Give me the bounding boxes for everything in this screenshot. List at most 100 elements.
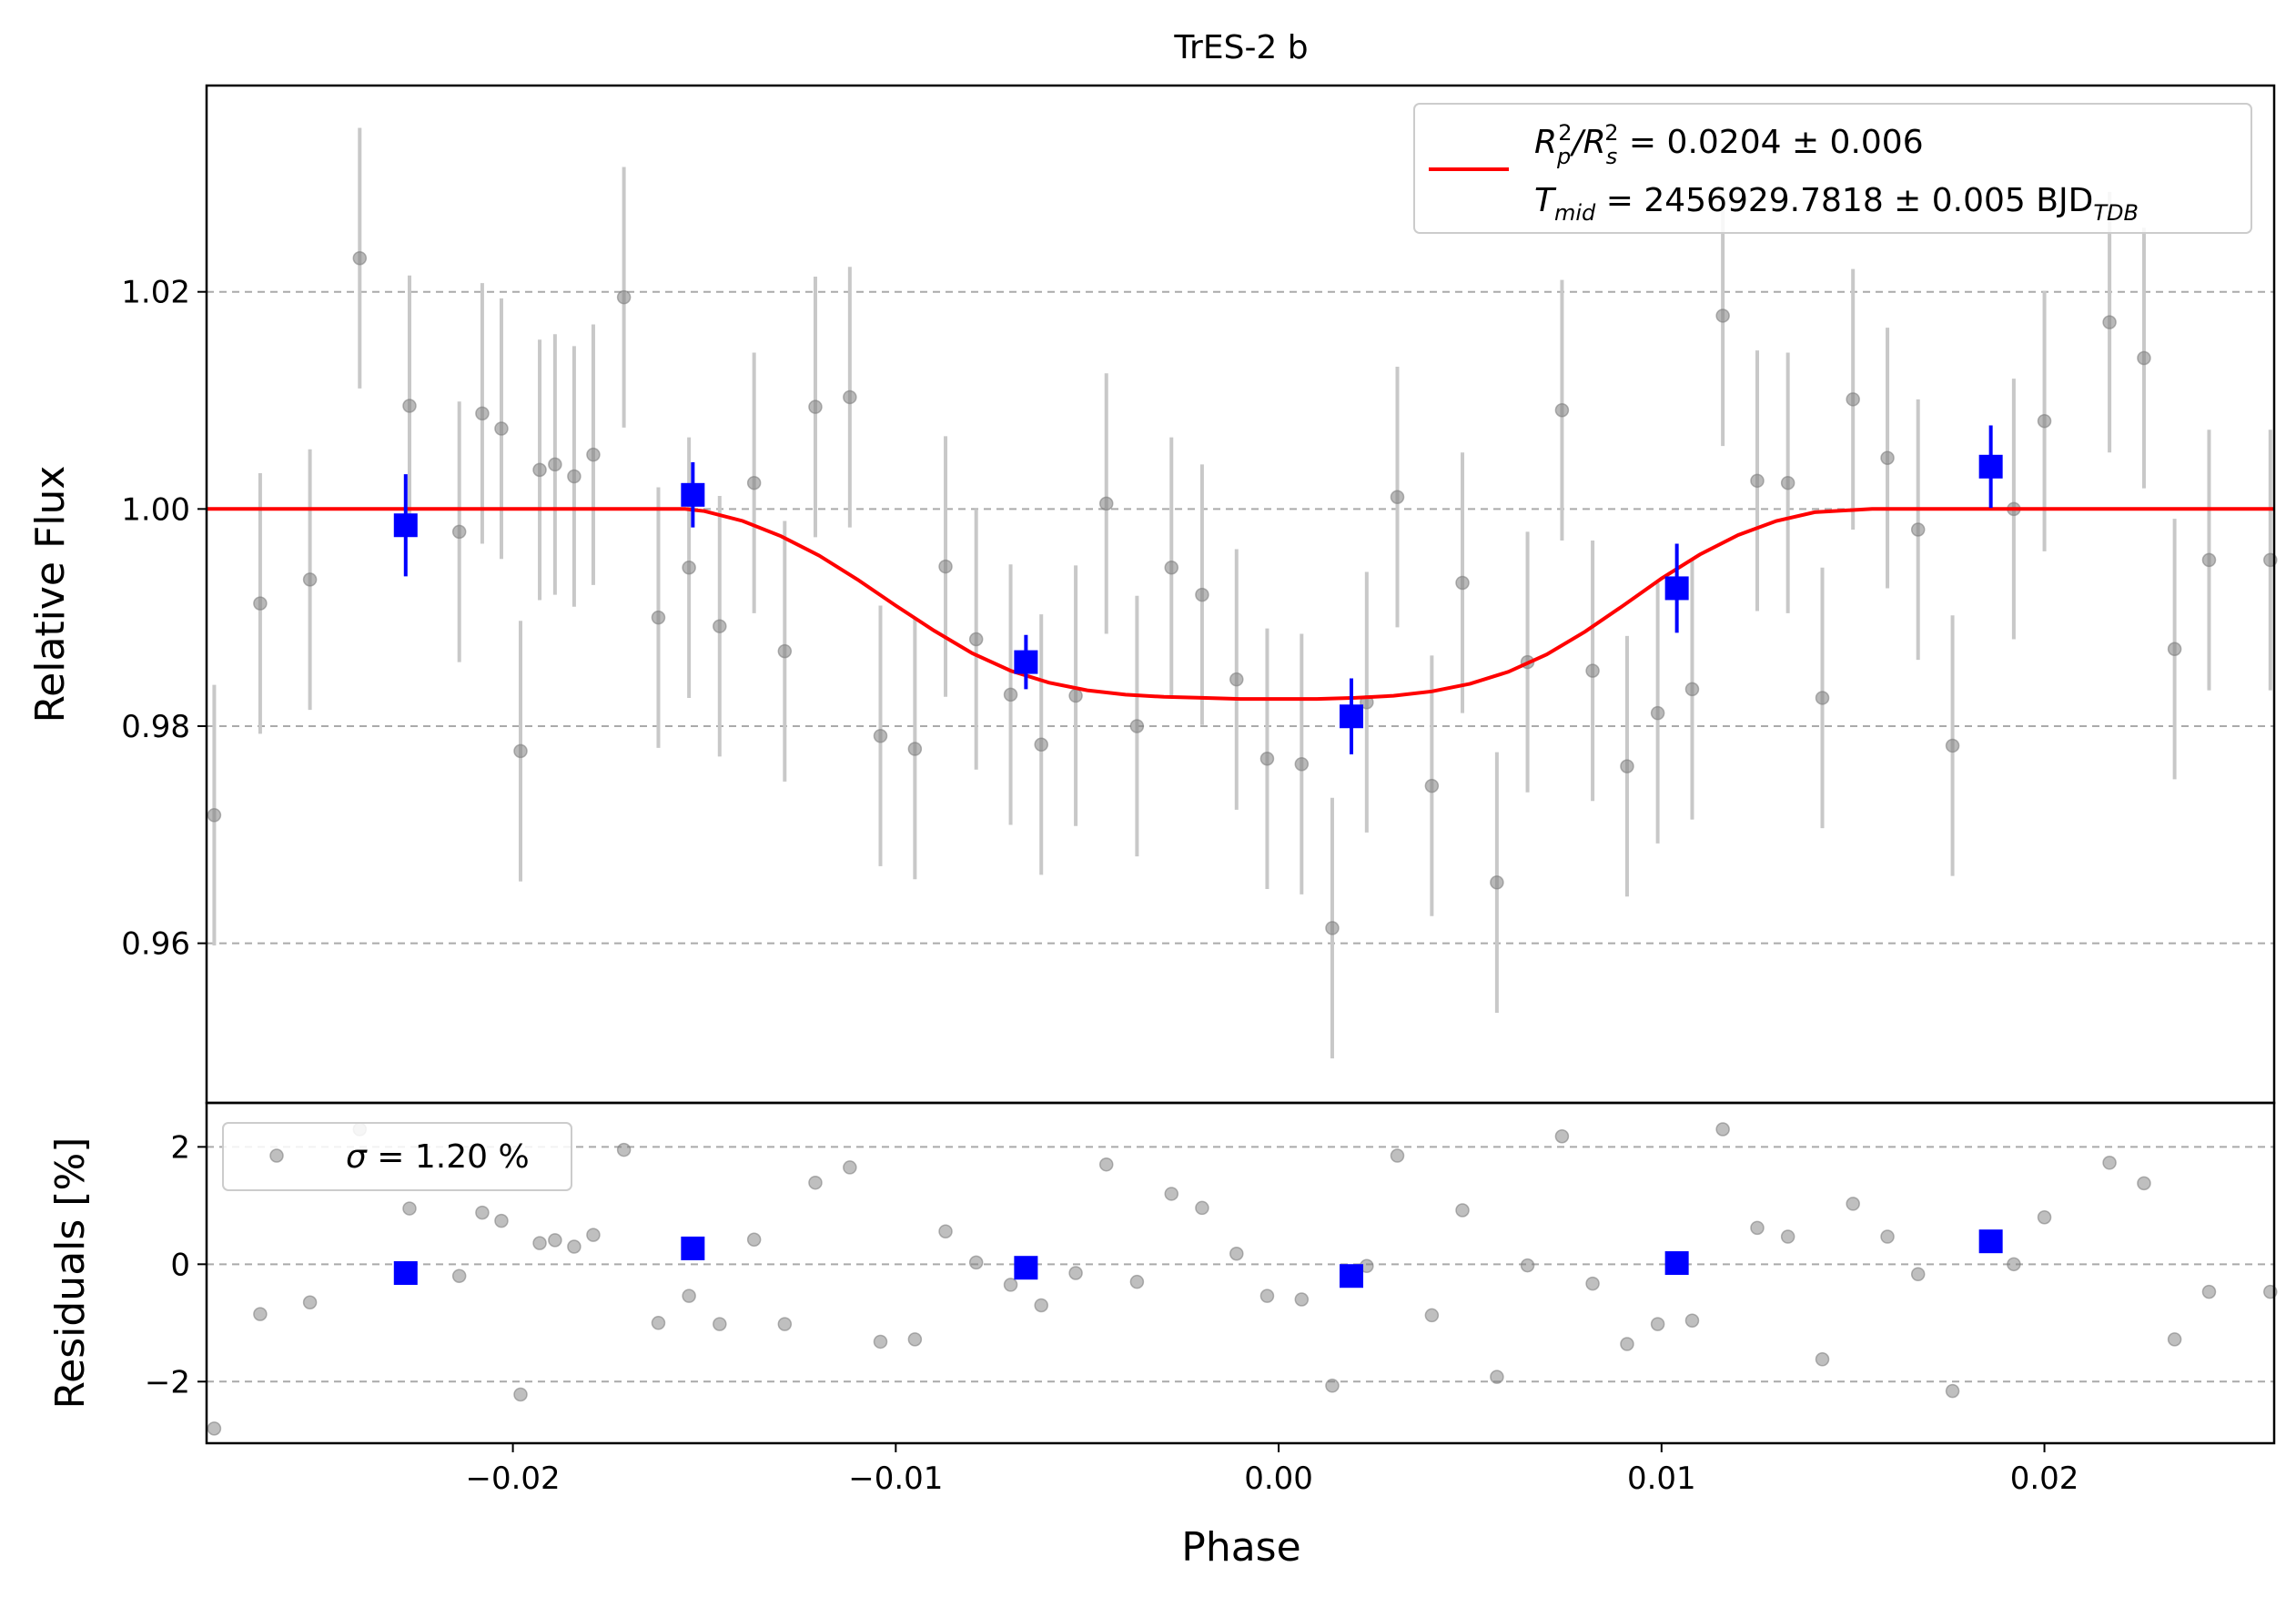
residual-data-point [586,1228,601,1242]
flux-data-point [1780,475,1795,490]
phase-x-tick-label: 0.00 [1244,1460,1313,1497]
residual-data-point [207,1421,222,1436]
residual-data-point [873,1334,888,1349]
flux-binned-point [1664,576,1689,601]
rs-subscript: s [1606,144,1618,169]
residual-data-point [1880,1229,1895,1244]
residual-data-point [1003,1278,1018,1292]
residual-data-point [1650,1317,1665,1331]
residual-data-point [1294,1292,1310,1307]
residual-data-point [1945,1383,1960,1399]
residual-data-point [1098,1157,1114,1172]
flux-data-point [1034,737,1048,753]
residual-data-point [532,1236,547,1250]
flux-data-point [1195,587,1209,602]
tdb-subscript: TDB [2093,200,2139,226]
flux-y-axis-label: Relative Flux [27,466,74,723]
residual-data-point [843,1160,857,1175]
flux-data-point [968,632,984,647]
phase-x-tick-label: −0.02 [465,1460,560,1497]
flux-data-point [1259,752,1275,766]
residuals-y-tick-label: 2 [170,1129,190,1166]
flux-panel: 0.960.981.001.02 Relative Flux Rp2/Rs2 =… [27,84,2278,1105]
flux-data-point [2201,552,2217,568]
flux-legend: Rp2/Rs2 = 0.0204 ± 0.006 Tmid = 2456929.… [1413,103,2252,234]
flux-data-point [352,250,368,266]
flux-y-tick-label: 0.98 [121,709,190,745]
flux-data-point [682,561,696,575]
residuals-legend-box [222,1122,572,1191]
flux-data-point [873,728,888,743]
rp-superscript: 2 [1558,120,1572,146]
flux-binned-points [393,425,2003,754]
residual-data-point [1424,1308,1440,1323]
flux-data-point [713,619,727,633]
flux-data-point [1880,450,1895,466]
flux-data-point [1325,921,1340,935]
flux-y-tick-label: 1.00 [121,491,190,528]
residual-data-point [1715,1122,1730,1137]
residual-binned-point [1014,1256,1038,1280]
flux-data-point [1390,490,1405,504]
flux-data-point [1846,392,1860,407]
flux-binned-point [681,482,705,507]
residual-data-point [1554,1129,1570,1144]
residual-data-point [1129,1274,1145,1289]
residual-data-point [777,1317,793,1331]
residual-data-point [2167,1332,2182,1347]
residual-data-point [938,1224,953,1238]
flux-data-point [1098,496,1114,511]
flux-data-point [1620,759,1634,773]
residual-data-point [513,1387,528,1402]
t-subscript: mid [1554,200,1596,226]
flux-y-tick-label: 1.02 [121,275,190,311]
flux-data-point [808,399,823,414]
flux-y-tick-label: 0.96 [121,926,190,963]
flux-data-point [1815,691,1830,705]
residuals-y-axis-label: Residuals [%] [47,1137,94,1410]
residual-data-point [475,1205,490,1220]
residual-data-point [1195,1200,1209,1216]
phase-x-tick-label: 0.01 [1627,1460,1696,1497]
flux-y-ticks: 0.96 0.98 1.00 1.02 [121,275,207,963]
transit-model-line [207,507,2274,702]
residuals-y-tick-label: −2 [145,1364,190,1400]
residual-data-point [1259,1289,1275,1303]
flux-data-point [907,742,923,756]
residuals-legend: σ = 1.20 % [222,1122,572,1191]
flux-data-point [938,559,953,574]
residuals-data-points [207,1122,2278,1436]
residual-data-point [1490,1369,1504,1384]
flux-binned-point [1014,650,1038,674]
residual-data-point [302,1295,318,1309]
flux-data-point [2102,315,2117,329]
rp-symbol: R [1534,124,1557,161]
flux-data-point [302,572,318,587]
residual-data-point [1846,1197,1860,1211]
flux-data-point [1945,738,1960,753]
rp-rs-value: = 0.0204 ± 0.006 [1618,124,1923,161]
flux-data-point [1585,663,1600,678]
flux-data-point [2037,413,2052,429]
tmid-value: = 2456929.7818 ± 0.005 BJD [1595,182,2093,219]
residual-data-point [1585,1276,1600,1291]
residuals-panel: −2 0 2 −0.02 −0.01 0.00 0.01 0.02 Residuals [%… [47,1101,2278,1571]
residual-data-point [1684,1313,1700,1328]
residual-binned-point [1978,1229,2003,1254]
residual-data-point [968,1255,984,1270]
residual-data-point [713,1317,727,1331]
residual-data-point [1229,1246,1244,1261]
flux-data-point [843,389,857,405]
residual-data-point [651,1316,666,1330]
flux-data-point [1294,756,1310,772]
sigma-value: = 1.20 % [367,1138,530,1176]
residual-binned-point [1664,1251,1689,1276]
chart-title: TrES-2 b [1173,29,1308,66]
flux-data-point [1068,688,1083,703]
residuals-legend-sigma: σ = 1.20 % [346,1138,530,1176]
flux-data-point [548,457,562,472]
residual-data-point [1910,1267,1926,1282]
residual-binned-point [1340,1264,1364,1289]
residual-data-point [1520,1258,1535,1273]
